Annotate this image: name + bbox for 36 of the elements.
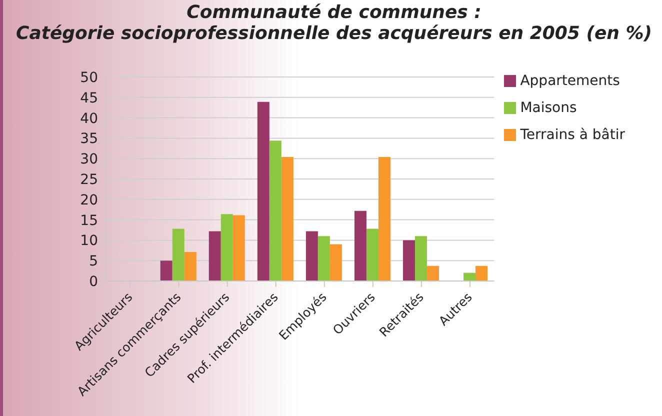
chart-title: Communauté de communes :: [186, 2, 482, 23]
y-tick-label: 5: [89, 254, 98, 270]
bar: [220, 214, 233, 281]
bar: [426, 266, 439, 281]
y-tick-label: 20: [80, 192, 98, 208]
bar: [184, 252, 196, 281]
bar: [269, 140, 282, 281]
bar: [402, 240, 415, 281]
y-tick-label: 15: [80, 212, 98, 229]
legend-label: Maisons: [520, 100, 577, 116]
bar: [476, 266, 488, 281]
bar: [366, 228, 378, 281]
y-tick-label: 35: [80, 131, 98, 148]
bar: [208, 231, 221, 281]
bar: [306, 231, 318, 281]
bar: [330, 244, 342, 281]
bar: [354, 210, 366, 281]
y-tick-label: 45: [80, 90, 98, 106]
bar: [414, 236, 427, 281]
bar: [160, 260, 172, 281]
y-tick-label: 10: [80, 233, 98, 250]
bar: [232, 215, 245, 281]
bar: [378, 156, 390, 281]
y-tick-label: 40: [80, 110, 98, 127]
bar: [257, 102, 270, 281]
y-tick-label: 0: [89, 274, 98, 290]
bar: [318, 236, 330, 281]
legend-label: Terrains à bâtir: [520, 127, 625, 143]
y-tick-label: 30: [80, 152, 98, 168]
chart-subtitle: Catégorie socioprofessionnelle des acquéreurs en 2005 (en %): [15, 23, 653, 44]
bar: [464, 272, 476, 281]
y-tick-label: 25: [80, 172, 98, 188]
legend-label: Appartements: [520, 73, 620, 89]
bar: [172, 228, 184, 281]
bar: [281, 156, 294, 281]
y-tick-label: 50: [80, 70, 98, 86]
